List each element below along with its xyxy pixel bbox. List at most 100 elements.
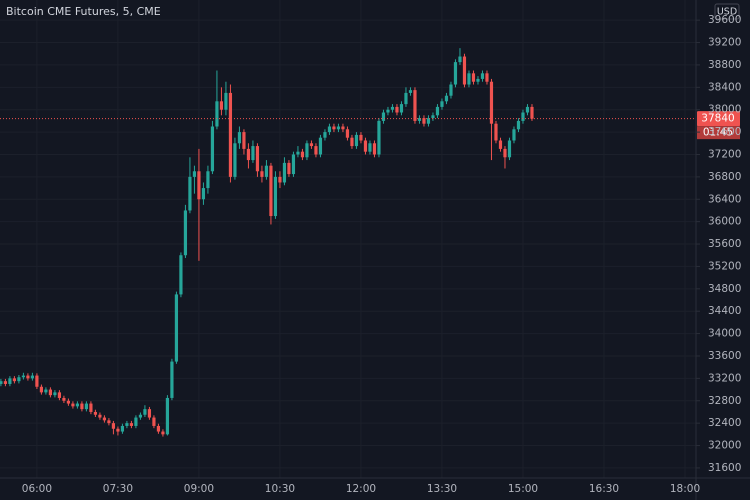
- candle-body: [30, 375, 35, 379]
- candle-body: [282, 162, 287, 183]
- candle-body: [525, 106, 530, 113]
- candle-body: [494, 123, 498, 141]
- candle-body: [251, 146, 255, 161]
- candle-body: [291, 154, 296, 175]
- candle-body: [165, 397, 170, 435]
- candle-body: [462, 56, 467, 85]
- candle-body: [170, 361, 174, 398]
- x-tick-label: 12:00: [346, 483, 376, 495]
- candle-body: [197, 171, 201, 200]
- countdown-label: 01:45: [703, 127, 733, 139]
- candle-body: [143, 409, 147, 415]
- candle-body: [62, 397, 66, 401]
- candle-body: [359, 134, 363, 141]
- candle-body: [476, 78, 480, 82]
- candle-body: [206, 171, 210, 189]
- candle-body: [260, 171, 264, 177]
- candle-body: [125, 423, 129, 426]
- candle-body: [192, 171, 197, 177]
- candle-body: [156, 425, 161, 432]
- x-tick-label: 15:00: [508, 483, 538, 495]
- x-tick-label: 16:30: [589, 483, 619, 495]
- currency-button[interactable]: [714, 3, 740, 20]
- candle-body: [246, 148, 251, 161]
- candle-body: [431, 115, 435, 119]
- y-tick-label: 37200: [708, 148, 741, 160]
- candle-body: [309, 143, 314, 147]
- candle-body: [183, 210, 188, 256]
- candle-body: [368, 143, 372, 152]
- candle-body: [336, 126, 341, 130]
- candle-body: [12, 378, 17, 382]
- candle-body: [233, 143, 237, 177]
- overlay: 37840 01:45: [0, 111, 740, 140]
- candle-body: [512, 129, 516, 141]
- candle-body: [224, 92, 228, 110]
- candle-body: [98, 414, 102, 418]
- candle-body: [345, 129, 350, 138]
- candle-body: [66, 400, 71, 404]
- candle-body: [53, 392, 57, 396]
- x-tick-label: 07:30: [103, 483, 133, 495]
- candle-body: [0, 381, 3, 384]
- candle-body: [300, 151, 305, 158]
- candle-body: [8, 378, 12, 384]
- y-tick-label: 32800: [708, 395, 741, 407]
- candle-body: [71, 403, 75, 407]
- candle-body: [404, 92, 408, 105]
- candle-body: [399, 104, 404, 113]
- candle-body: [426, 118, 431, 124]
- candle-body: [255, 146, 260, 172]
- y-tick-label: 39200: [708, 37, 741, 49]
- candle-body: [147, 409, 152, 418]
- candle-body: [435, 106, 440, 116]
- y-tick-label: 35600: [708, 238, 741, 250]
- y-tick-label: 37600: [708, 126, 741, 138]
- countdown-tag: [697, 126, 740, 140]
- candle-body: [503, 148, 507, 158]
- candle-body: [116, 428, 120, 432]
- candle-body: [39, 386, 44, 393]
- candle-body: [269, 165, 273, 217]
- candle-body: [17, 377, 21, 382]
- candle-body: [264, 165, 269, 177]
- candle-body: [530, 106, 534, 119]
- last-price-label: 37840: [701, 113, 734, 125]
- candle-body: [188, 176, 192, 211]
- candle-body: [332, 126, 336, 130]
- candle-body: [107, 420, 111, 424]
- candle-body: [372, 143, 377, 155]
- x-tick-label: 13:30: [427, 483, 457, 495]
- x-tick-label: 09:00: [184, 483, 214, 495]
- currency-label[interactable]: USD: [717, 7, 737, 18]
- candle-body: [408, 90, 413, 93]
- candle-body: [354, 134, 359, 147]
- candle-body: [129, 423, 134, 426]
- candle-body: [422, 118, 426, 124]
- y-tick-label: 32000: [708, 440, 741, 452]
- candle-body: [395, 106, 399, 113]
- candle-body: [75, 403, 80, 407]
- candle-body: [323, 132, 327, 138]
- candle-body: [314, 146, 318, 155]
- candle-body: [417, 118, 422, 121]
- candle-body: [3, 381, 8, 384]
- candle-body: [341, 126, 345, 130]
- candle-body: [26, 375, 30, 379]
- y-tick-label: 38800: [708, 59, 741, 71]
- x-tick-label: 18:00: [670, 483, 700, 495]
- candle-body: [44, 389, 48, 393]
- x-tick-label: 06:00: [22, 483, 52, 495]
- x-tick-label: 10:30: [265, 483, 295, 495]
- candle-body: [278, 176, 282, 183]
- candle-body: [21, 375, 26, 378]
- candle-body: [507, 140, 512, 158]
- candle-body: [381, 112, 386, 121]
- candle-body: [80, 403, 84, 410]
- candle-body: [102, 417, 107, 421]
- candle-body: [152, 417, 156, 426]
- candle-body: [516, 120, 521, 130]
- y-tick-label: 38000: [708, 104, 741, 116]
